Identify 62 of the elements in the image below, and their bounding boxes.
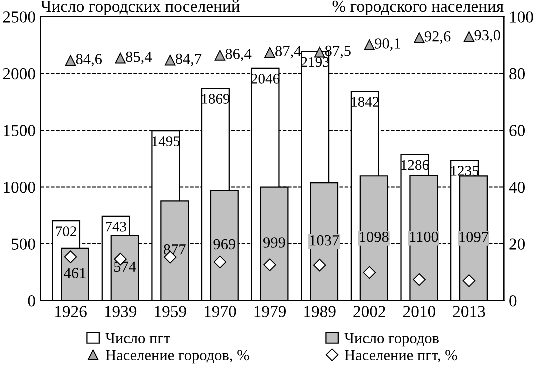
data-label: 461 (64, 268, 86, 278)
x-tick-label: 2002 (354, 306, 386, 318)
y2-axis-title: % городского населения (332, 0, 504, 16)
x-tick-label: 1959 (155, 306, 186, 318)
point (364, 40, 375, 50)
y2-tick-label: 20 (510, 238, 526, 250)
data-label: 1842 (352, 97, 379, 108)
x-tick-label: 2013 (453, 306, 486, 318)
y-tick-label: 1000 (4, 182, 36, 194)
y2-tick-label: 80 (510, 68, 526, 80)
data-label: 1098 (360, 232, 389, 242)
data-label: 1097 (460, 232, 489, 242)
data-label: 86,4 (226, 49, 252, 62)
legend-label: Население городов, % (106, 350, 250, 364)
point (414, 32, 425, 44)
y-tick-label: 0 (28, 296, 36, 307)
point (214, 50, 226, 61)
point (462, 274, 476, 288)
x-tick-label: 1939 (105, 306, 137, 318)
point (464, 31, 475, 42)
data-label: 93,0 (474, 30, 500, 43)
data-label: 84,7 (176, 54, 202, 66)
data-label: 969 (214, 239, 236, 250)
point (214, 256, 227, 269)
point (363, 266, 376, 280)
x-tick-label: 1970 (204, 306, 236, 318)
x-tick-label: 1979 (254, 306, 286, 318)
y-axis-title: Число городских поселений (41, 0, 240, 16)
data-label: 999 (264, 238, 286, 248)
point (313, 258, 326, 272)
data-label: 1037 (310, 235, 340, 246)
data-label: 84,6 (76, 54, 102, 67)
y2-tick-label: 0 (510, 296, 517, 307)
x-tick-label: 1989 (304, 306, 336, 318)
y-tick-label: 2000 (3, 68, 36, 80)
data-label: 702 (56, 226, 76, 236)
point (64, 250, 78, 264)
x-tick-label: 2010 (404, 306, 436, 318)
data-label: 87,4 (276, 46, 302, 59)
y-tick-label: 2500 (3, 12, 36, 23)
y-tick-label: 500 (12, 238, 36, 250)
data-label: 90,1 (375, 38, 400, 52)
point (264, 258, 276, 272)
data-label: 87,5 (325, 46, 351, 58)
data-label: 1100 (410, 232, 438, 242)
legend-label: Число городов (344, 333, 439, 347)
point (413, 273, 426, 286)
point (65, 55, 76, 66)
x-tick-label: 1926 (56, 306, 87, 318)
data-label: 1235 (451, 166, 479, 176)
point (264, 47, 276, 58)
data-label: 92,6 (424, 31, 451, 44)
point (165, 55, 176, 66)
point (115, 53, 126, 64)
y2-tick-label: 100 (510, 12, 534, 23)
legend-label: Число пгт (106, 333, 170, 344)
y-tick-label: 1500 (4, 125, 36, 136)
data-label: 743 (106, 222, 126, 232)
y2-tick-label: 40 (509, 182, 526, 194)
y2-tick-label: 60 (510, 125, 526, 136)
data-label: 85,4 (126, 52, 152, 64)
legend-label: Население пгт, % (344, 350, 458, 363)
